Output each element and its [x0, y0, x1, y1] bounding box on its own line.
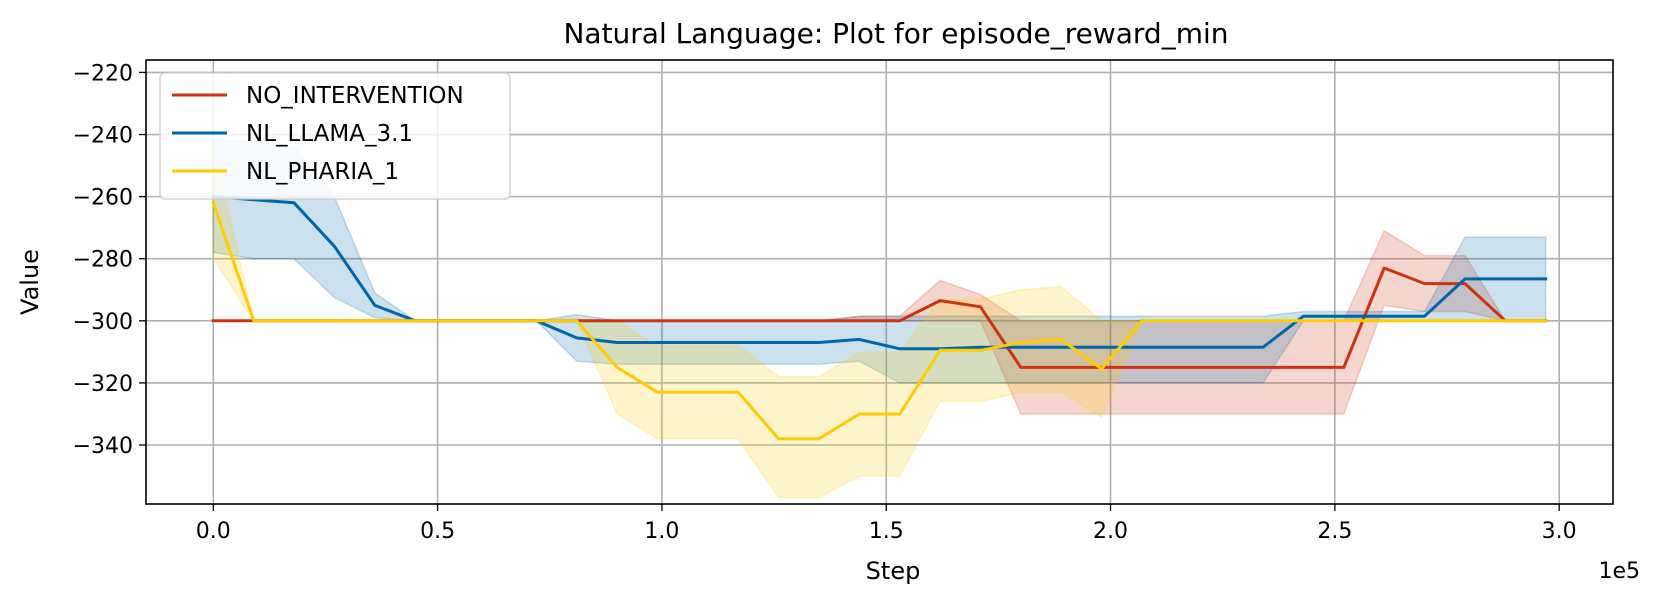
x-axis-label: Step: [866, 557, 921, 585]
chart-title: Natural Language: Plot for episode_rewar…: [563, 17, 1228, 50]
legend-box: [159, 72, 511, 200]
y-tick-label: −300: [73, 310, 133, 335]
y-tick-label: −340: [73, 434, 133, 459]
y-tick-label: −260: [73, 186, 133, 211]
x-tick-label: 1.0: [644, 519, 679, 544]
legend-label-0: NO_INTERVENTION: [246, 83, 464, 109]
legend: NO_INTERVENTION NL_LLAMA_3.1 NL_PHARIA_1: [159, 72, 511, 200]
x-tick-label: 2.0: [1093, 519, 1128, 544]
x-axis-ticks: 0.0 0.5 1.0 1.5 2.0 2.5 3.0: [196, 504, 1577, 544]
x-tick-label: 3.0: [1542, 519, 1577, 544]
plot-frame: [145, 59, 1614, 505]
x-tick-label: 2.5: [1317, 519, 1352, 544]
y-tick-label: −320: [73, 372, 133, 397]
x-tick-label: 0.0: [196, 519, 231, 544]
y-axis-ticks: −220 −240 −260 −280 −300 −320 −340: [73, 61, 146, 459]
x-tick-label: 0.5: [420, 519, 455, 544]
series-line-2: [211, 200, 1548, 441]
y-tick-label: −280: [73, 248, 133, 273]
y-axis-label: Value: [16, 249, 44, 315]
y-tick-label: −220: [73, 61, 133, 86]
series-lines: [211, 194, 1548, 441]
x-axis-offset-label: 1e5: [1598, 559, 1640, 584]
y-tick-label: −240: [73, 124, 133, 149]
legend-label-1: NL_LLAMA_3.1: [246, 121, 413, 147]
legend-label-2: NL_PHARIA_1: [246, 159, 399, 185]
x-tick-label: 1.5: [869, 519, 904, 544]
